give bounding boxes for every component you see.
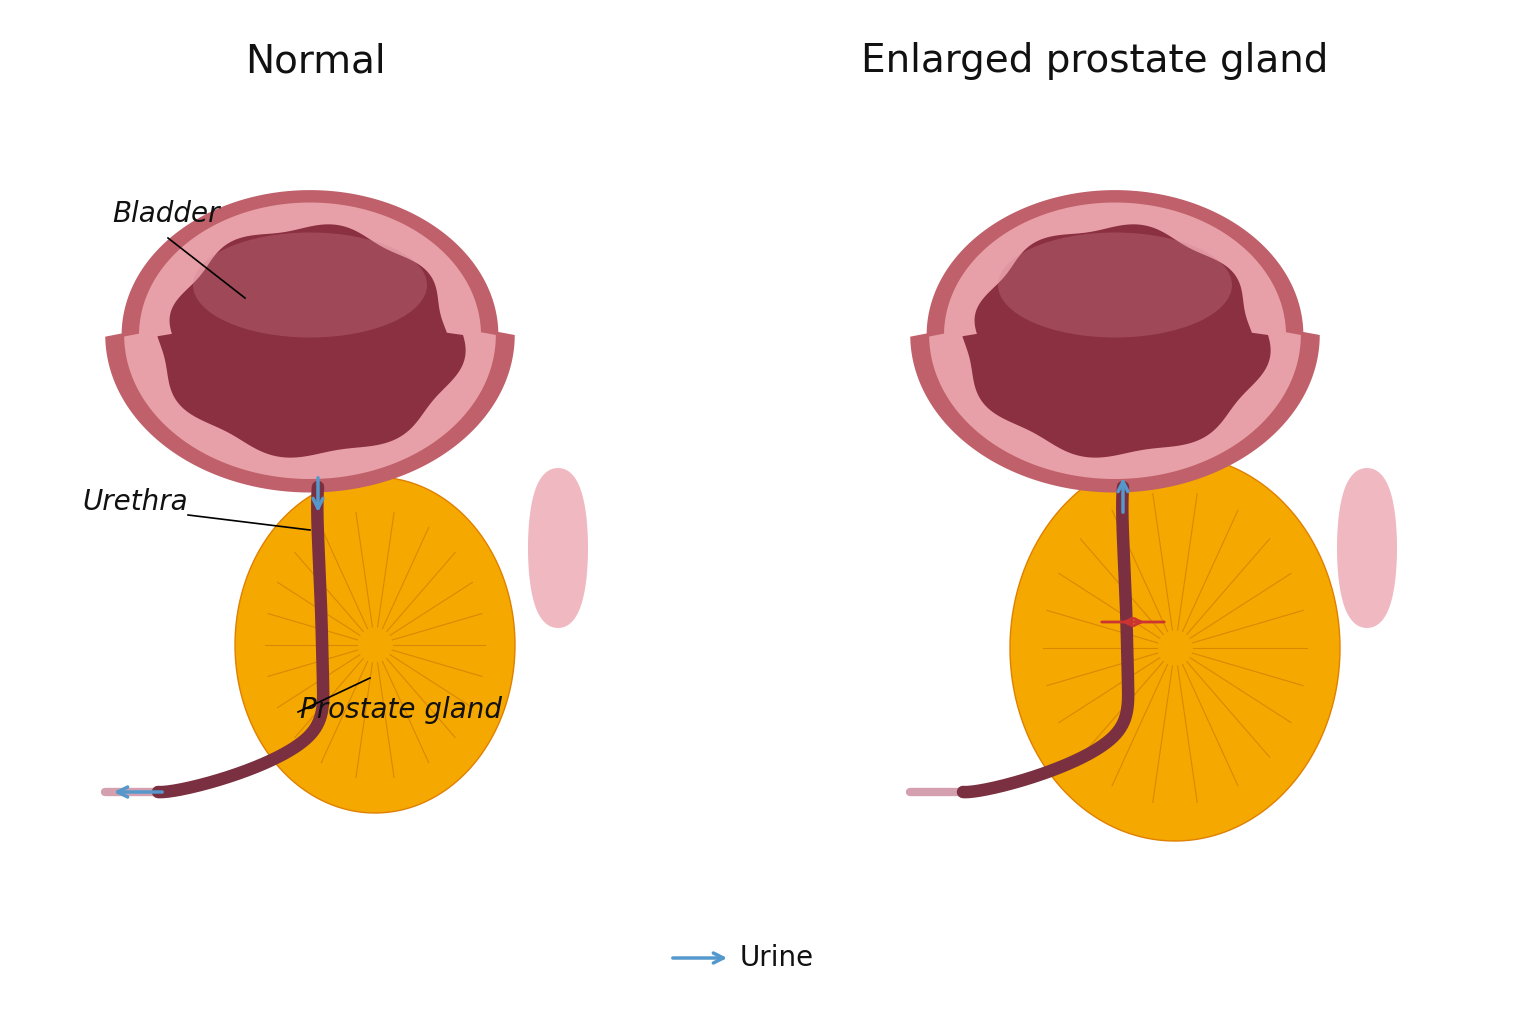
Polygon shape (1009, 455, 1341, 841)
Ellipse shape (193, 232, 426, 337)
Polygon shape (158, 225, 466, 458)
Text: Prostate gland: Prostate gland (301, 696, 502, 724)
Polygon shape (1338, 468, 1397, 628)
Polygon shape (962, 225, 1270, 458)
Polygon shape (106, 190, 515, 493)
Polygon shape (930, 202, 1301, 479)
Polygon shape (910, 190, 1319, 493)
Text: Normal: Normal (245, 42, 385, 80)
Polygon shape (528, 468, 588, 628)
Ellipse shape (999, 232, 1232, 337)
Text: Urine: Urine (739, 944, 815, 972)
Text: Urethra: Urethra (81, 487, 187, 516)
Polygon shape (124, 202, 495, 479)
Text: Bladder: Bladder (112, 200, 219, 228)
Text: Enlarged prostate gland: Enlarged prostate gland (861, 42, 1328, 80)
Polygon shape (235, 477, 515, 812)
